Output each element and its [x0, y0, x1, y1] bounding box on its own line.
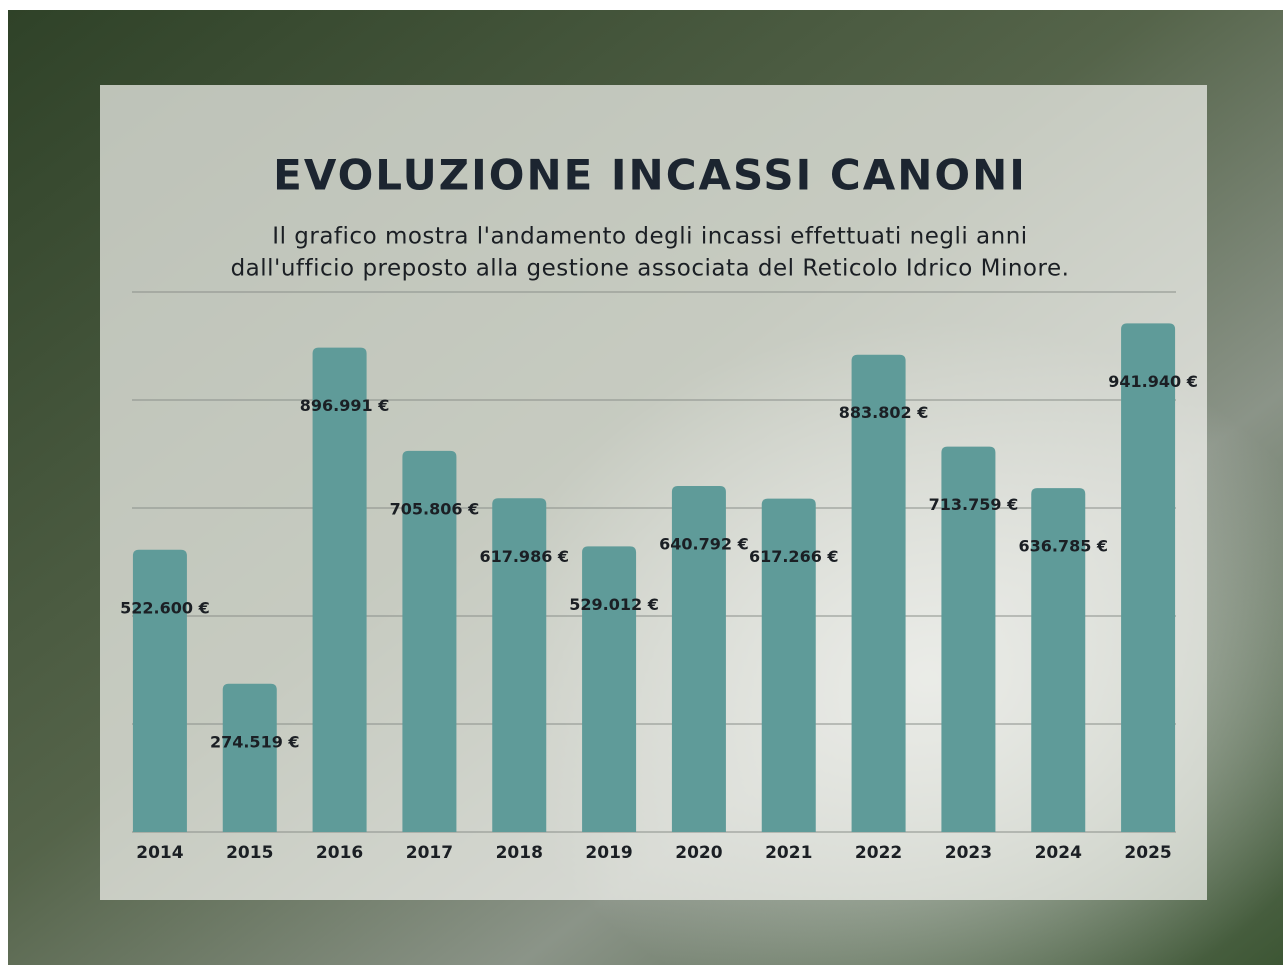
bar	[132, 549, 187, 832]
value-label: 640.792 €	[659, 534, 749, 553]
subtitle: dall'ufficio preposto alla gestione asso…	[231, 256, 1070, 282]
value-label: 617.266 €	[749, 547, 839, 566]
x-tick-label: 2016	[316, 843, 363, 863]
x-tick-label: 2014	[136, 843, 183, 863]
x-tick-label: 2022	[855, 843, 902, 863]
x-tick-label: 2021	[765, 843, 812, 863]
bar	[1031, 488, 1086, 832]
x-tick-label: 2017	[406, 843, 453, 863]
bar	[402, 450, 457, 832]
value-label: 896.991 €	[300, 396, 390, 415]
bar	[312, 347, 367, 832]
bar	[582, 546, 637, 832]
bar	[851, 354, 906, 832]
x-tick-label: 2025	[1124, 843, 1171, 863]
value-label: 522.600 €	[120, 598, 210, 617]
value-label: 883.802 €	[839, 403, 929, 422]
value-label: 529.012 €	[569, 595, 659, 614]
value-label: 941.940 €	[1108, 372, 1198, 391]
x-tick-label: 2024	[1035, 843, 1082, 863]
bar	[941, 446, 996, 832]
chart-title: EVOLUZIONE INCASSI CANONI	[273, 151, 1027, 200]
x-tick-label: 2023	[945, 843, 992, 863]
x-tick-label: 2018	[496, 843, 543, 863]
bar	[492, 498, 547, 832]
x-tick-label: 2015	[226, 843, 273, 863]
value-label: 617.986 €	[479, 547, 569, 566]
bar	[671, 485, 726, 832]
subtitle: Il grafico mostra l'andamento degli inca…	[272, 224, 1027, 250]
x-tick-label: 2020	[675, 843, 722, 863]
value-label: 705.806 €	[390, 499, 480, 518]
x-tick-label: 2019	[585, 843, 632, 863]
bar	[222, 683, 277, 832]
value-label: 274.519 €	[210, 732, 300, 751]
bar	[761, 498, 816, 832]
panel	[100, 85, 1207, 900]
value-label: 636.785 €	[1018, 537, 1108, 556]
value-label: 713.759 €	[929, 495, 1019, 514]
bar	[1121, 323, 1176, 832]
